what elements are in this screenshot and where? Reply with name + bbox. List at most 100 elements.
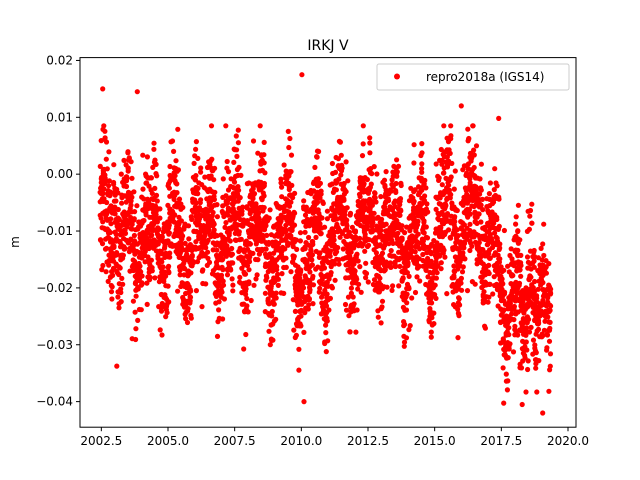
data-point [239,208,245,214]
data-point [415,218,421,224]
data-point [367,170,374,176]
data-point [348,249,354,255]
data-point [165,265,171,271]
data-point [340,246,346,252]
data-point [269,313,275,319]
data-point [231,159,237,165]
data-point [444,211,451,217]
data-point [224,158,230,165]
data-point [524,347,530,353]
data-point [461,245,467,251]
data-point [106,262,112,268]
data-point [262,290,268,296]
data-point [444,154,450,160]
data-point [101,186,107,192]
data-point [474,261,480,267]
data-point [363,275,369,281]
data-point [131,189,137,195]
data-point [263,246,269,252]
data-point [265,300,271,306]
y-tick-label: 0.00 [46,167,73,181]
data-point [477,191,483,197]
data-point [467,176,473,182]
data-point [471,152,477,158]
data-point [447,177,453,183]
data-point [527,273,533,279]
x-tick-label: 2005.0 [147,434,189,448]
data-point [523,332,529,338]
data-point [371,164,377,170]
data-point [500,281,506,287]
data-point [261,193,267,199]
data-point [392,259,398,265]
data-point [414,274,420,280]
data-point [101,196,107,202]
data-point [122,230,129,236]
data-point [534,389,540,395]
data-point [209,213,215,219]
data-point [198,197,204,203]
data-point [344,205,350,211]
data-point [153,161,159,167]
data-point [541,252,547,259]
data-point [172,178,178,184]
data-point [237,274,243,280]
data-point [474,220,480,226]
data-point [331,237,337,243]
data-point [332,277,338,283]
data-point [487,180,493,186]
data-point [244,303,250,309]
data-point [275,271,281,277]
data-point [338,152,344,158]
data-point [214,202,220,208]
data-point [302,310,308,316]
data-point [288,199,294,205]
data-point [223,193,229,199]
data-point [153,192,160,198]
data-point [532,278,538,285]
data-point [485,299,491,305]
data-point [494,238,501,244]
data-point [366,237,372,243]
data-point [279,184,285,190]
data-point-outlier [299,72,305,78]
data-point-outlier [134,89,140,95]
data-point [383,259,389,265]
data-point [228,260,234,266]
data-point [323,349,329,355]
data-point [216,299,222,305]
data-point [397,196,404,202]
data-point [304,216,310,222]
data-point [140,152,146,158]
data-point [144,154,150,160]
data-point [307,269,313,275]
data-point [349,224,355,230]
data-point [105,188,111,194]
data-point [301,329,307,335]
data-point [236,187,242,193]
data-point [458,219,464,225]
y-axis-label: m [8,236,22,248]
x-tick-label: 2020.0 [547,434,589,448]
data-point [220,278,226,284]
data-point [290,253,296,259]
data-point [193,208,199,214]
data-point [313,234,319,240]
data-point [239,301,245,307]
data-point [352,228,359,234]
data-point [309,238,315,245]
data-point [288,152,295,158]
data-point [220,267,226,273]
data-point [412,249,418,255]
data-point [411,160,417,166]
data-point [547,325,553,331]
data-point [310,180,317,186]
data-point [378,320,384,326]
data-point [100,219,106,225]
data-point [508,246,514,252]
data-point [191,160,197,166]
data-point [230,288,236,294]
data-point [433,269,439,275]
data-point [194,259,201,265]
data-point [547,291,554,297]
